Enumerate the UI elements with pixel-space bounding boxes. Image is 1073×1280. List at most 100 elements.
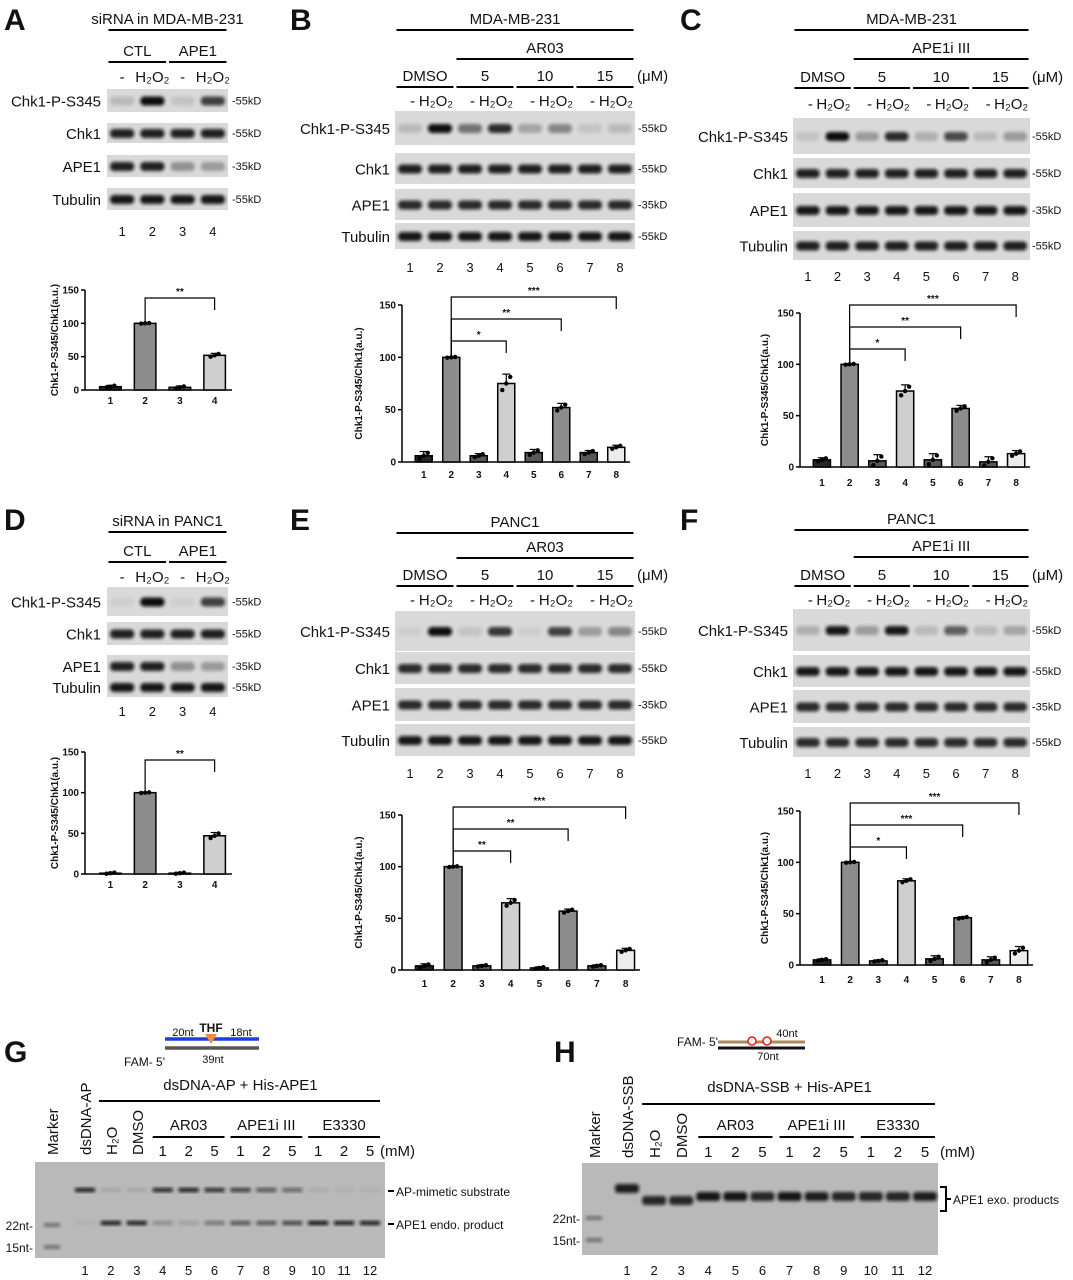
data-point (815, 459, 821, 464)
group-label: E3330 (322, 1117, 365, 1134)
lane-number: 8 (616, 766, 623, 781)
unit-label: (μM) (637, 567, 668, 584)
blot-band (428, 736, 452, 745)
molecular-weight-marker: -55kD (1032, 625, 1061, 637)
data-point (112, 870, 117, 875)
blot-band (825, 667, 850, 676)
blot-strip (107, 188, 228, 210)
significance-bracket (849, 802, 1020, 861)
data-point (563, 402, 568, 407)
marker-value: 55kD (1036, 168, 1062, 180)
bar (840, 861, 860, 966)
blot-band (140, 96, 165, 106)
blot-band (110, 597, 135, 607)
product-band (913, 1192, 937, 1201)
blot-row-label: Chk1 (66, 627, 101, 644)
blot-band (548, 700, 572, 710)
x-tick-label: 4 (212, 396, 218, 407)
product-band (230, 1221, 251, 1225)
header-label: 15 (597, 68, 614, 85)
product-band (334, 1221, 355, 1225)
strand-break-marker (762, 1036, 772, 1046)
treatment-label: - (470, 592, 475, 609)
lane-number: 7 (586, 766, 593, 781)
blot-strip (107, 155, 228, 177)
header-label: DMSO (800, 567, 845, 584)
marker-band (586, 1216, 602, 1220)
data-point (908, 877, 913, 882)
data-point (964, 914, 969, 920)
lane-number: 4 (705, 1263, 712, 1278)
lane-number: 5 (185, 1263, 192, 1278)
unit-label: (μM) (1032, 567, 1063, 584)
dose-label: 1 (704, 1144, 712, 1161)
y-tick-label: 100 (777, 858, 794, 869)
data-point (1012, 951, 1018, 956)
length-label: 18nt (230, 1027, 251, 1039)
x-tick-label: 6 (565, 979, 571, 990)
blot-band (608, 164, 632, 174)
blot-band (825, 626, 850, 635)
blot-band (548, 200, 572, 210)
x-tick-label: 6 (558, 470, 564, 481)
x-tick-label: 4 (904, 975, 910, 986)
header-label: 10 (933, 69, 950, 86)
treatment-label: H₂O₂ (419, 93, 453, 110)
header-label: MDA-MB-231 (470, 11, 561, 28)
data-point (449, 355, 454, 360)
data-point (422, 963, 427, 969)
header-label: APE1 (179, 43, 217, 60)
molecular-weight-marker: -55kD (638, 663, 667, 675)
bar (895, 390, 915, 468)
bar-chart: 0 50 100 150 Chk1-P-S345/Chk1(a.u.) 1 2 3 4 5 6 7 8 *… (354, 286, 630, 481)
blot-row-label: Chk1-P-S345 (300, 624, 390, 641)
blot-band (110, 162, 135, 171)
blot-band (428, 627, 452, 636)
marker-dash: - (232, 96, 236, 108)
marker-value: 55kD (1036, 737, 1062, 749)
marker-dash: - (1032, 168, 1036, 180)
blot-band (518, 164, 542, 174)
diagram-prefix: FAM- 5' (677, 1035, 718, 1049)
substrate-band (100, 1188, 121, 1192)
blot-band (458, 200, 482, 210)
group-label: AR03 (717, 1117, 755, 1134)
y-tick-label: 150 (379, 301, 396, 312)
molecular-weight-marker: -55kD (232, 96, 261, 108)
dose-label: 5 (210, 1143, 218, 1160)
blot-band (518, 736, 542, 745)
y-axis-label: Chk1-P-S345/Chk1(a.u.) (50, 284, 61, 396)
lane-number: 1 (804, 269, 811, 284)
treatment-label: H₂O₂ (599, 592, 633, 609)
blot-band (518, 232, 542, 241)
length-label: 20nt (172, 1027, 193, 1039)
blot-band (428, 124, 452, 133)
blot-band (1003, 206, 1028, 215)
blot-band (110, 629, 135, 639)
lane-number: 5 (526, 260, 533, 275)
molecular-weight-marker: -55kD (232, 629, 261, 641)
data-point (216, 351, 221, 357)
lane-number: 8 (1012, 269, 1019, 284)
data-point (875, 458, 880, 464)
molecular-weight-marker: -55kD (232, 128, 261, 140)
data-point (177, 870, 183, 876)
data-point (508, 374, 513, 380)
x-tick-label: 8 (1016, 975, 1022, 986)
lane-number: 8 (616, 260, 623, 275)
treatment-label: H₂O₂ (816, 592, 850, 609)
substrate-band (178, 1188, 199, 1192)
data-point (421, 453, 426, 458)
treatment-label: - (120, 569, 125, 586)
substrate-band (334, 1188, 355, 1192)
lane-number: 6 (556, 260, 563, 275)
blot-band (855, 169, 879, 178)
data-point (446, 864, 452, 870)
blot-band (170, 597, 195, 607)
marker-size-label: 15nt- (553, 1234, 580, 1248)
data-point (472, 454, 477, 460)
product-band (750, 1192, 775, 1201)
product-band (360, 1221, 380, 1225)
data-point (208, 835, 213, 841)
